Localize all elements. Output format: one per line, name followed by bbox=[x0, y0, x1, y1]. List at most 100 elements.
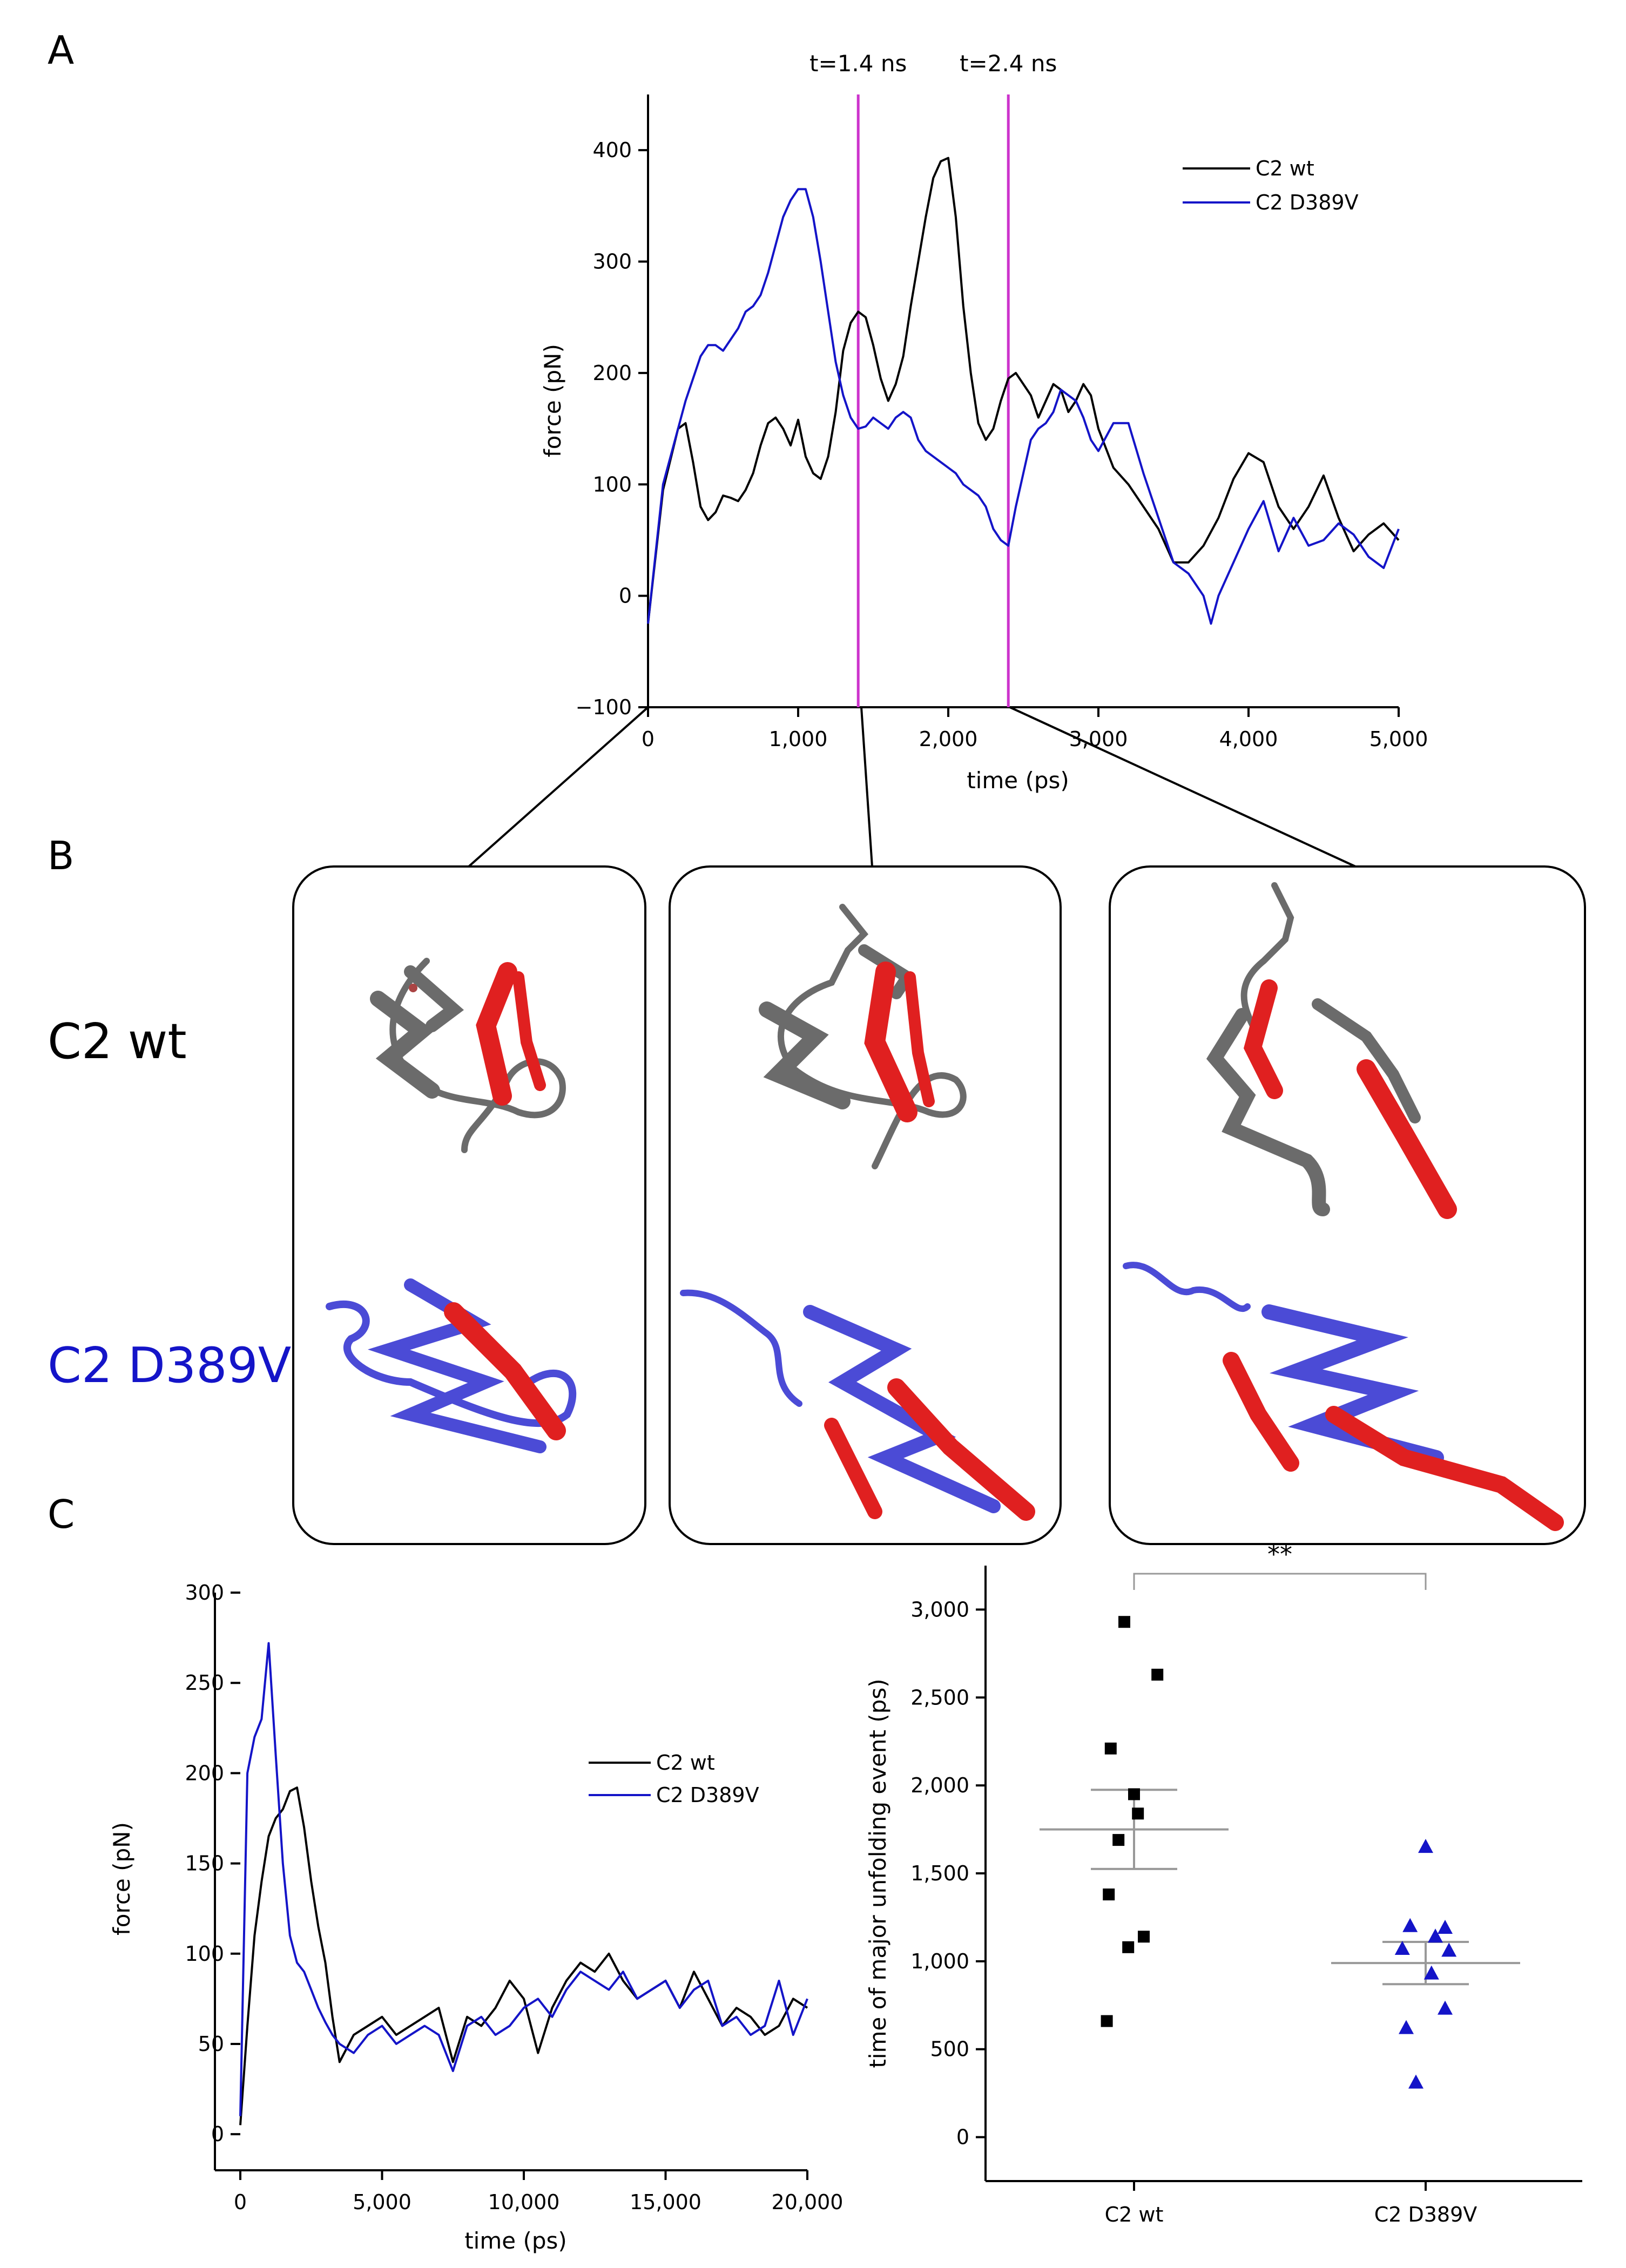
y-tick-label: 200 bbox=[185, 1761, 224, 1785]
category-label-c2-wt: C2 wt bbox=[1105, 2203, 1164, 2226]
y-tick-label: 250 bbox=[185, 1671, 224, 1695]
protein-structure-wt-0 bbox=[370, 958, 566, 1153]
series-line-c2-wt bbox=[239, 1786, 808, 2125]
chart-a-x-ticks: 0 1,000 2,000 3,000 4,000 5,000 bbox=[642, 707, 1428, 751]
structure-box-2 bbox=[1109, 865, 1586, 1545]
chart-a-legend: C2 wt C2 D389V bbox=[1183, 157, 1359, 214]
data-point-c2-d389v bbox=[1394, 1941, 1410, 1955]
data-point-c2-d389v bbox=[1418, 1839, 1433, 1853]
y-tick-label: 100 bbox=[592, 472, 632, 496]
panel-label-c: C bbox=[48, 1492, 75, 1537]
data-point-c2-wt bbox=[1132, 1807, 1144, 1820]
data-point-c2-wt bbox=[1104, 1742, 1117, 1755]
connector-line-0 bbox=[468, 706, 649, 868]
y-tick-label: −100 bbox=[576, 695, 632, 719]
protein-structure-mut-2 bbox=[1123, 1262, 1564, 1531]
y-tick-label: 200 bbox=[592, 361, 632, 385]
data-point-c2-wt bbox=[1118, 1616, 1130, 1628]
y-tick-label: 300 bbox=[592, 250, 632, 274]
y-tick-label: 0 bbox=[619, 584, 632, 608]
chart-c-series bbox=[239, 1642, 808, 2125]
x-tick-label: 4,000 bbox=[1219, 727, 1278, 751]
chart-a-x-label: time (ps) bbox=[967, 767, 1069, 794]
data-point-c2-wt bbox=[1151, 1668, 1164, 1681]
connector-line-2 bbox=[1009, 706, 1356, 868]
series-line-c2-wt bbox=[647, 157, 1400, 624]
data-point-c2-d389v bbox=[1402, 1918, 1418, 1932]
y-tick-label: 150 bbox=[185, 1852, 224, 1876]
y-tick-label: 50 bbox=[198, 2032, 224, 2056]
data-point-c2-d389v bbox=[1438, 1919, 1453, 1934]
significance-bracket bbox=[1133, 1573, 1427, 1590]
y-tick-label: 2,000 bbox=[910, 1773, 969, 1797]
data-point-c2-d389v bbox=[1438, 2000, 1453, 2015]
x-tick-label: 0 bbox=[234, 2190, 247, 2214]
data-point-c2-wt bbox=[1103, 1888, 1115, 1901]
y-tick-label: 0 bbox=[956, 2125, 969, 2149]
legend-label-c2-d389v: C2 D389V bbox=[1256, 191, 1359, 214]
x-tick-label: 2,000 bbox=[919, 727, 978, 751]
chart-c-y-ticks: 0 50 100 150 200 250 300 bbox=[185, 1581, 240, 2146]
protein-structure-mut-0 bbox=[326, 1278, 577, 1453]
data-point-c2-wt bbox=[1112, 1834, 1125, 1846]
y-tick-label: 1,000 bbox=[910, 1949, 969, 1973]
chart-d-categories: C2 wt C2 D389V bbox=[1105, 2181, 1477, 2226]
legend-label-c2-d389v: C2 D389V bbox=[656, 1783, 759, 1807]
data-point-c2-wt bbox=[1101, 2015, 1113, 2027]
y-tick-label: 500 bbox=[930, 2037, 969, 2061]
y-tick-label: 3,000 bbox=[910, 1597, 969, 1621]
legend-label-c2-wt: C2 wt bbox=[1256, 157, 1314, 180]
panel-label-a: A bbox=[48, 28, 74, 73]
x-tick-label: 1,000 bbox=[769, 727, 828, 751]
chart-c-x-ticks: 0 5,000 10,000 15,000 20,000 bbox=[234, 2170, 844, 2214]
x-tick-label: 5,000 bbox=[353, 2190, 411, 2214]
chart-a-y-label: force (pN) bbox=[539, 344, 566, 457]
chart-c-x-label: time (ps) bbox=[464, 2228, 567, 2254]
chart-a-y-ticks: −100 0 100 200 300 400 bbox=[576, 138, 648, 719]
y-tick-label: 100 bbox=[185, 1942, 224, 1966]
panel-label-b: B bbox=[48, 833, 74, 878]
protein-structure-mut-1 bbox=[680, 1289, 1035, 1521]
x-tick-label: 15,000 bbox=[630, 2190, 701, 2214]
chart-d-y-ticks: 0 500 1,000 1,500 2,000 2,500 3,000 bbox=[910, 1597, 986, 2149]
series-line-c2-d389v bbox=[239, 1642, 808, 2116]
y-tick-label: 400 bbox=[592, 138, 632, 162]
y-tick-label: 1,500 bbox=[910, 1861, 969, 1885]
data-point-c2-d389v bbox=[1423, 1965, 1439, 1980]
significance-label: ** bbox=[1267, 1540, 1292, 1569]
x-tick-label: 5,000 bbox=[1369, 727, 1428, 751]
protein-structure-wt-1 bbox=[759, 904, 967, 1169]
data-point-c2-d389v bbox=[1408, 2074, 1423, 2089]
annotation-label-t-2-4-ns: t=2.4 ns bbox=[960, 50, 1057, 77]
chart-c: 0 50 100 150 200 250 300 0 5,000 10,000 15,000 20,… bbox=[109, 1581, 843, 2254]
series-line-c2-d389v bbox=[647, 188, 1400, 625]
connector-line-1 bbox=[860, 707, 873, 867]
row-label-c2-d389v: C2 D389V bbox=[48, 1337, 291, 1394]
legend-label-c2-wt: C2 wt bbox=[656, 1751, 715, 1775]
y-tick-label: 300 bbox=[185, 1581, 224, 1604]
chart-c-legend: C2 wt C2 D389V bbox=[589, 1751, 759, 1807]
chart-a-annotations: t=1.4 ns t=2.4 ns bbox=[809, 50, 1057, 707]
structure-box-0 bbox=[292, 865, 646, 1545]
data-point-c2-d389v bbox=[1399, 2020, 1414, 2034]
x-tick-label: 0 bbox=[642, 727, 655, 751]
structure-box-1 bbox=[669, 865, 1062, 1545]
data-point-c2-wt bbox=[1138, 1931, 1150, 1943]
connector-lines bbox=[468, 706, 1356, 868]
chart-d-y-label: time of major unfolding event (ps) bbox=[865, 1678, 891, 2068]
chart-a-series bbox=[647, 157, 1400, 625]
data-point-c2-wt bbox=[1128, 1788, 1140, 1800]
x-tick-label: 20,000 bbox=[772, 2190, 844, 2214]
data-point-c2-d389v bbox=[1428, 1928, 1443, 1943]
data-point-c2-d389v bbox=[1441, 1942, 1457, 1957]
chart-c-y-label: force (pN) bbox=[109, 1822, 135, 1935]
panel-b: C2 wt C2 D389V bbox=[48, 865, 1586, 1545]
x-tick-label: 10,000 bbox=[488, 2190, 560, 2214]
row-label-c2-wt: C2 wt bbox=[48, 1013, 187, 1070]
chart-d-points bbox=[1040, 1616, 1520, 2089]
chart-d: 0 500 1,000 1,500 2,000 2,500 3,000 C2 wt C2 D3… bbox=[865, 1540, 1582, 2226]
category-label-c2-d389v: C2 D389V bbox=[1374, 2203, 1477, 2226]
protein-structure-wt-2 bbox=[1206, 882, 1457, 1219]
